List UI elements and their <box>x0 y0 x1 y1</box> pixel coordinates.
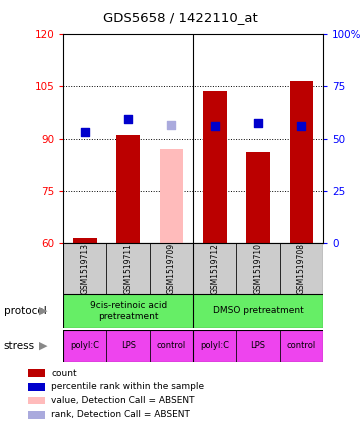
Bar <box>106 330 150 362</box>
Text: LPS: LPS <box>121 341 136 350</box>
Bar <box>63 294 193 328</box>
Bar <box>150 330 193 362</box>
Point <box>82 128 88 135</box>
Text: ▶: ▶ <box>39 306 48 316</box>
Text: GSM1519709: GSM1519709 <box>167 243 176 294</box>
Bar <box>280 330 323 362</box>
Bar <box>236 330 280 362</box>
Bar <box>63 243 106 294</box>
Text: control: control <box>287 341 316 350</box>
Text: 9cis-retinoic acid
pretreatment: 9cis-retinoic acid pretreatment <box>90 301 167 321</box>
Bar <box>203 91 227 243</box>
Text: GSM1519708: GSM1519708 <box>297 243 306 294</box>
Text: rank, Detection Call = ABSENT: rank, Detection Call = ABSENT <box>51 410 190 419</box>
Text: GSM1519712: GSM1519712 <box>210 243 219 294</box>
Point <box>212 123 218 130</box>
Bar <box>28 369 45 377</box>
Text: polyI:C: polyI:C <box>200 341 229 350</box>
Bar <box>160 149 183 243</box>
Bar <box>28 383 45 391</box>
Bar <box>73 238 97 243</box>
Text: GDS5658 / 1422110_at: GDS5658 / 1422110_at <box>103 11 258 24</box>
Text: percentile rank within the sample: percentile rank within the sample <box>51 382 204 391</box>
Bar <box>63 330 106 362</box>
Point <box>255 119 261 126</box>
Bar <box>193 294 323 328</box>
Bar <box>280 243 323 294</box>
Text: stress: stress <box>4 341 35 351</box>
Text: DMSO pretreatment: DMSO pretreatment <box>213 306 304 316</box>
Text: GSM1519711: GSM1519711 <box>124 243 132 294</box>
Bar <box>290 81 313 243</box>
Text: control: control <box>157 341 186 350</box>
Text: LPS: LPS <box>251 341 266 350</box>
Bar <box>28 397 45 404</box>
Text: polyI:C: polyI:C <box>70 341 99 350</box>
Bar <box>193 243 236 294</box>
Text: ▶: ▶ <box>39 341 48 351</box>
Bar <box>116 135 140 243</box>
Text: count: count <box>51 369 77 378</box>
Point <box>125 116 131 123</box>
Bar <box>150 243 193 294</box>
Text: GSM1519713: GSM1519713 <box>81 243 89 294</box>
Bar <box>193 330 236 362</box>
Text: GSM1519710: GSM1519710 <box>254 243 262 294</box>
Bar <box>28 411 45 419</box>
Bar <box>236 243 280 294</box>
Text: value, Detection Call = ABSENT: value, Detection Call = ABSENT <box>51 396 195 405</box>
Text: protocol: protocol <box>4 306 46 316</box>
Bar <box>106 243 150 294</box>
Point <box>169 121 174 128</box>
Bar <box>246 153 270 243</box>
Point <box>299 123 304 130</box>
